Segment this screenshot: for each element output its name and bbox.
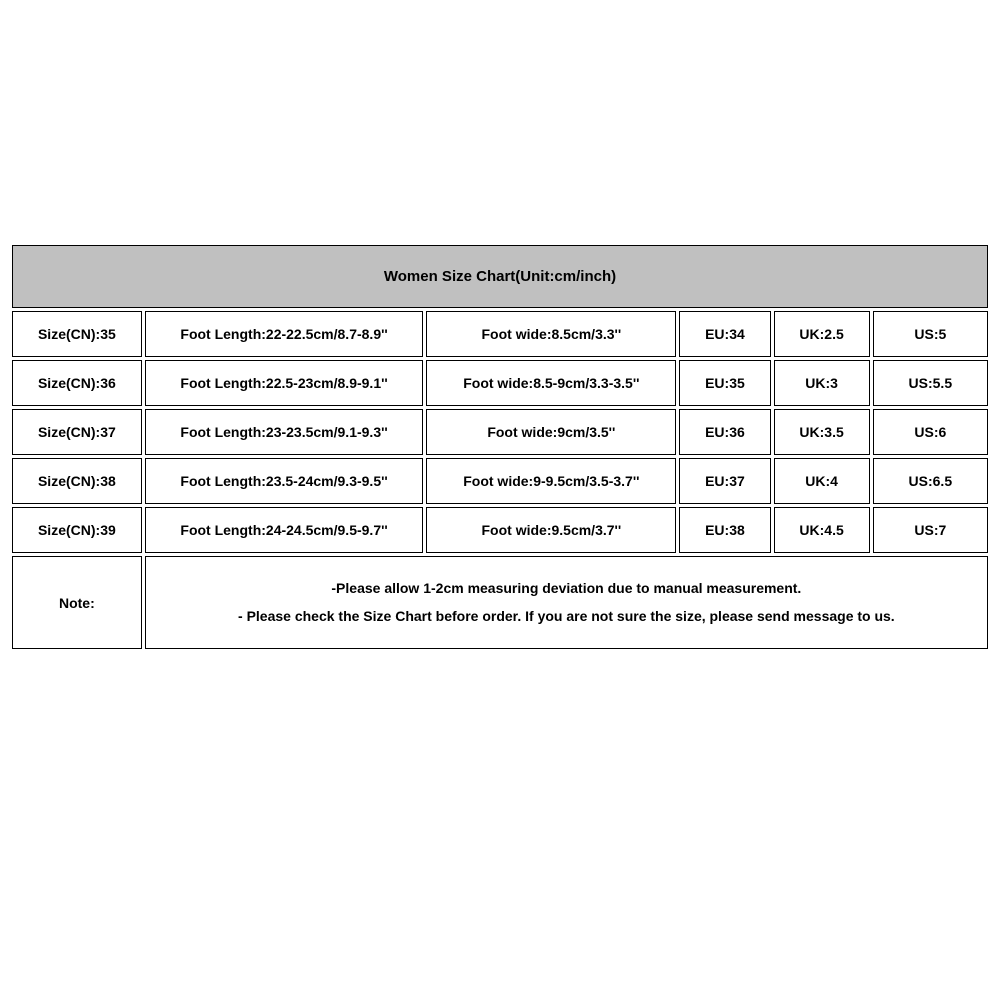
table-row: Size(CN):39 Foot Length:24-24.5cm/9.5-9.… bbox=[12, 507, 988, 553]
cell-length: Foot Length:23.5-24cm/9.3-9.5'' bbox=[145, 458, 424, 504]
cell-wide: Foot wide:9-9.5cm/3.5-3.7'' bbox=[426, 458, 676, 504]
cell-size: Size(CN):36 bbox=[12, 360, 142, 406]
cell-uk: UK:4 bbox=[774, 458, 870, 504]
cell-us: US:5 bbox=[873, 311, 988, 357]
cell-us: US:7 bbox=[873, 507, 988, 553]
cell-uk: UK:4.5 bbox=[774, 507, 870, 553]
cell-wide: Foot wide:9cm/3.5'' bbox=[426, 409, 676, 455]
note-content: -Please allow 1-2cm measuring deviation … bbox=[145, 556, 988, 649]
cell-eu: EU:35 bbox=[679, 360, 770, 406]
cell-eu: EU:37 bbox=[679, 458, 770, 504]
cell-size: Size(CN):37 bbox=[12, 409, 142, 455]
table-row: Size(CN):35 Foot Length:22-22.5cm/8.7-8.… bbox=[12, 311, 988, 357]
cell-length: Foot Length:23-23.5cm/9.1-9.3'' bbox=[145, 409, 424, 455]
table-header: Women Size Chart(Unit:cm/inch) bbox=[12, 245, 988, 308]
cell-size: Size(CN):38 bbox=[12, 458, 142, 504]
cell-length: Foot Length:22.5-23cm/8.9-9.1'' bbox=[145, 360, 424, 406]
size-chart-container: Women Size Chart(Unit:cm/inch) Size(CN):… bbox=[0, 0, 1000, 652]
table-header-row: Women Size Chart(Unit:cm/inch) bbox=[12, 245, 988, 308]
cell-length: Foot Length:24-24.5cm/9.5-9.7'' bbox=[145, 507, 424, 553]
cell-eu: EU:36 bbox=[679, 409, 770, 455]
cell-eu: EU:38 bbox=[679, 507, 770, 553]
cell-wide: Foot wide:8.5-9cm/3.3-3.5'' bbox=[426, 360, 676, 406]
cell-length: Foot Length:22-22.5cm/8.7-8.9'' bbox=[145, 311, 424, 357]
cell-uk: UK:3.5 bbox=[774, 409, 870, 455]
cell-us: US:6.5 bbox=[873, 458, 988, 504]
cell-us: US:6 bbox=[873, 409, 988, 455]
note-line-1: -Please allow 1-2cm measuring deviation … bbox=[150, 579, 983, 599]
cell-eu: EU:34 bbox=[679, 311, 770, 357]
cell-uk: UK:2.5 bbox=[774, 311, 870, 357]
cell-uk: UK:3 bbox=[774, 360, 870, 406]
cell-us: US:5.5 bbox=[873, 360, 988, 406]
table-note-row: Note: -Please allow 1-2cm measuring devi… bbox=[12, 556, 988, 649]
note-line-2: - Please check the Size Chart before ord… bbox=[150, 607, 983, 627]
cell-size: Size(CN):39 bbox=[12, 507, 142, 553]
table-row: Size(CN):36 Foot Length:22.5-23cm/8.9-9.… bbox=[12, 360, 988, 406]
table-row: Size(CN):38 Foot Length:23.5-24cm/9.3-9.… bbox=[12, 458, 988, 504]
cell-wide: Foot wide:9.5cm/3.7'' bbox=[426, 507, 676, 553]
size-chart-table: Women Size Chart(Unit:cm/inch) Size(CN):… bbox=[9, 242, 991, 652]
table-row: Size(CN):37 Foot Length:23-23.5cm/9.1-9.… bbox=[12, 409, 988, 455]
note-label: Note: bbox=[12, 556, 142, 649]
cell-wide: Foot wide:8.5cm/3.3'' bbox=[426, 311, 676, 357]
cell-size: Size(CN):35 bbox=[12, 311, 142, 357]
